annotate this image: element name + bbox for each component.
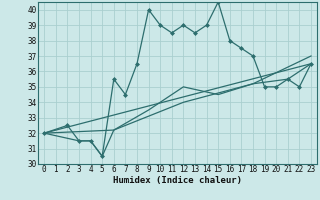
X-axis label: Humidex (Indice chaleur): Humidex (Indice chaleur): [113, 176, 242, 185]
